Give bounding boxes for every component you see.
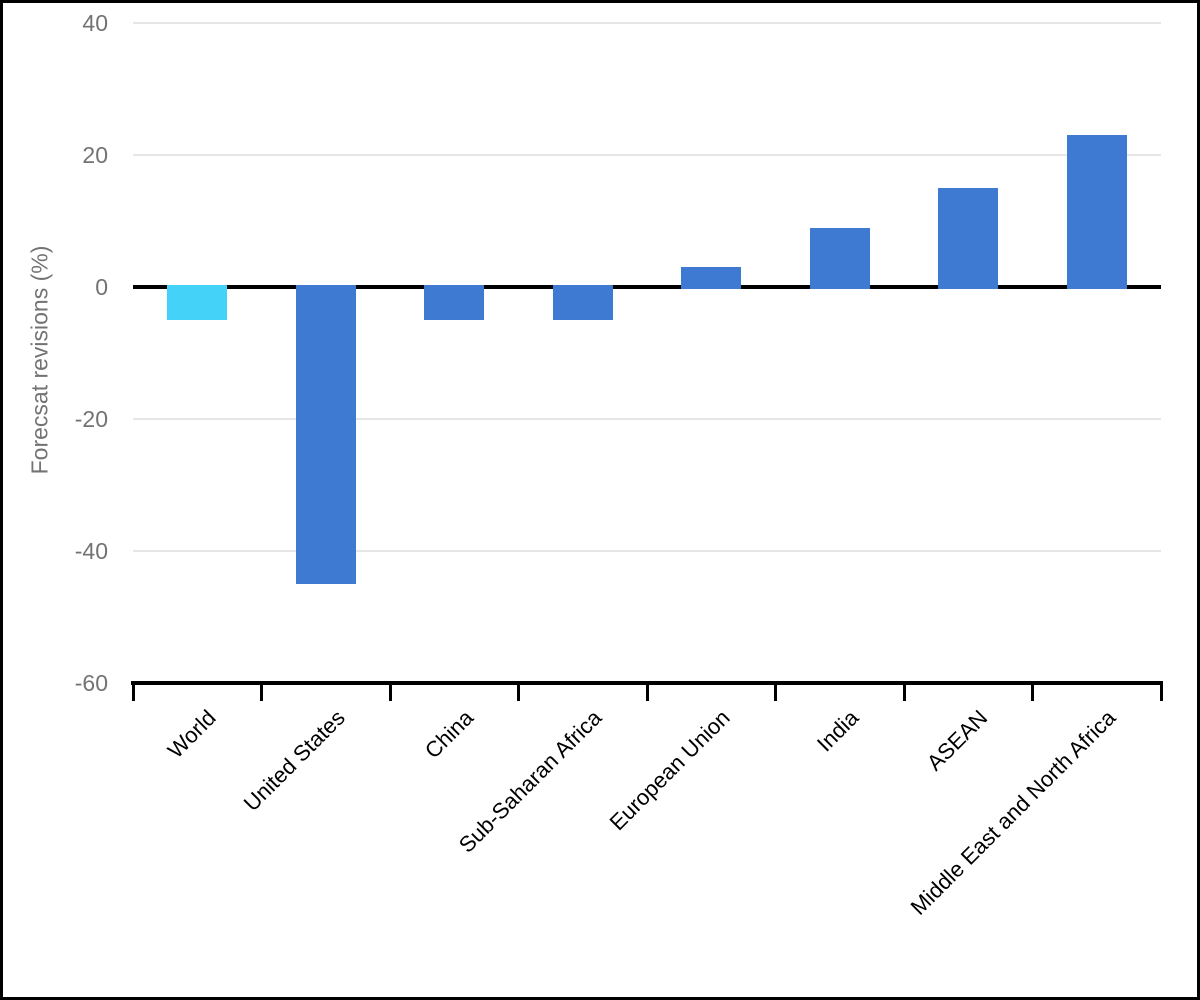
y-tick-label-20: 20 xyxy=(82,142,108,168)
x-category-label-world: World xyxy=(162,705,221,764)
bar-india xyxy=(809,227,870,289)
x-axis-tick-8 xyxy=(1159,685,1163,701)
y-tick-label-0: 0 xyxy=(95,274,108,300)
bar-sub-saharan-africa xyxy=(552,285,613,320)
zero-baseline xyxy=(133,285,1161,289)
x-axis-tick-7 xyxy=(1031,685,1034,701)
bar-asean xyxy=(938,188,999,289)
bar-world xyxy=(167,285,228,320)
x-category-label-asean: ASEAN xyxy=(921,705,992,776)
y-tick-label--20: -20 xyxy=(74,406,108,432)
x-category-label-european-union: European Union xyxy=(604,705,735,836)
x-axis-tick-1 xyxy=(260,685,263,701)
x-category-label-india: India xyxy=(812,705,864,757)
x-axis-tick-5 xyxy=(774,685,777,701)
x-category-label-middle-east-and-north-africa: Middle East and North Africa xyxy=(905,705,1121,920)
x-category-label-united-states: United States xyxy=(238,705,350,817)
y-tick-label--40: -40 xyxy=(74,538,108,564)
bar-china xyxy=(424,285,485,320)
x-axis-tick-2 xyxy=(388,685,392,701)
bar-middle-east-and-north-africa xyxy=(1066,135,1127,289)
x-category-label-china: China xyxy=(419,705,478,764)
x-axis-tick-6 xyxy=(902,685,906,701)
x-axis-tick-0 xyxy=(131,685,135,701)
bar-chart-plot-area: Forecsat revisions (%) 40 20 0 -20 -40 -60 Wor… xyxy=(3,3,1197,997)
gridline-20 xyxy=(133,154,1161,156)
y-tick-label-40: 40 xyxy=(82,10,108,36)
x-axis-tick-4 xyxy=(645,685,649,701)
x-axis-line xyxy=(131,681,1163,685)
bar-european-union xyxy=(681,267,742,289)
gridline--20 xyxy=(133,418,1161,420)
gridline--40 xyxy=(133,550,1161,552)
y-tick-label--60: -60 xyxy=(74,670,108,696)
bar-united-states xyxy=(295,285,356,584)
x-category-label-sub-saharan-africa: Sub-Saharan Africa xyxy=(453,705,607,858)
x-axis-tick-3 xyxy=(517,685,520,701)
gridline-40 xyxy=(133,22,1161,24)
